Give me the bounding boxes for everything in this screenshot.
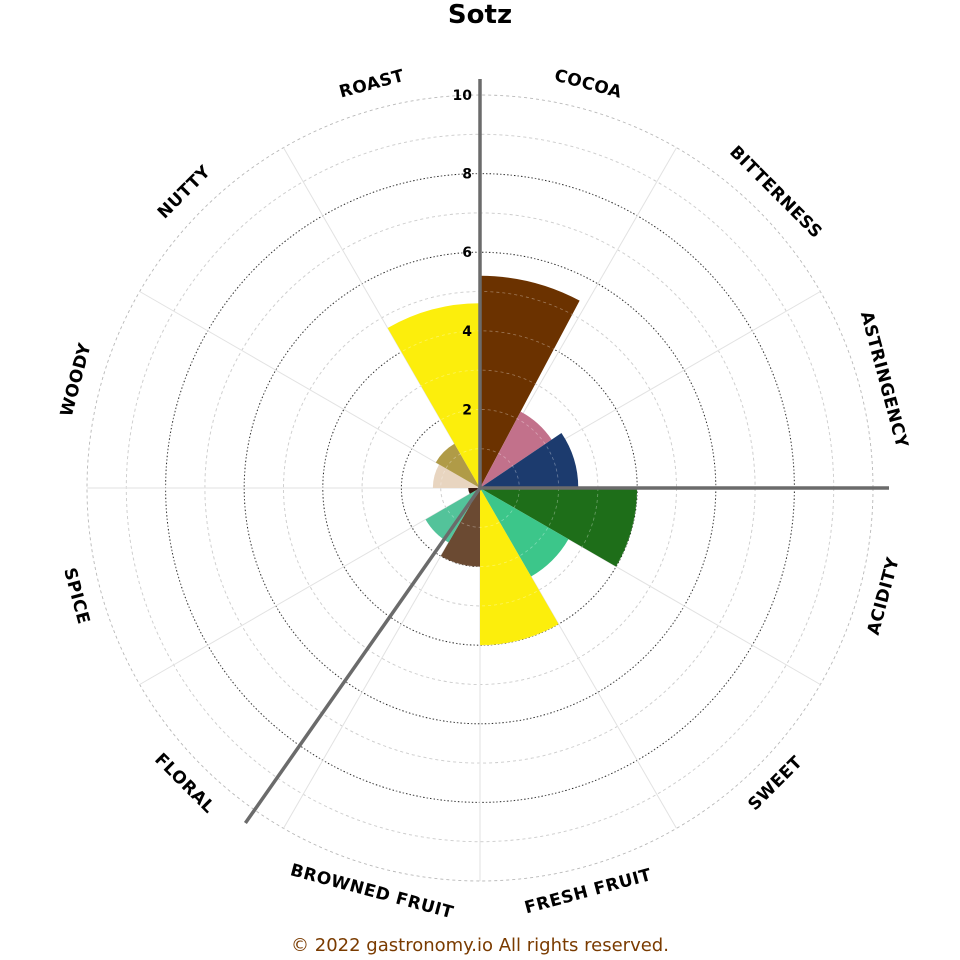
spokes: [243, 79, 889, 825]
spoke-line: [243, 486, 482, 825]
grid-radial: [139, 487, 481, 685]
wedge-astringency: [480, 433, 579, 488]
wedge-browned-fruit: [480, 488, 559, 646]
wedge-cocoa: [480, 275, 580, 488]
category-label-bitterness: BITTERNESS: [725, 142, 826, 243]
wedge-fresh-fruit: [480, 488, 569, 577]
wedge-roast-2: [387, 303, 480, 488]
wedge-acidity: [480, 488, 638, 567]
category-label-spice: SPICE: [59, 566, 93, 627]
r-tick-label: 6: [462, 245, 472, 261]
category-label-fresh-fruit: FRESH FRUIT: [523, 865, 654, 918]
wedge-nutty: [432, 464, 480, 488]
wedge-bitterness: [480, 411, 552, 488]
wedge-spice: [425, 488, 480, 543]
grid-radial: [479, 487, 677, 829]
r-tick-label: 10: [453, 88, 473, 104]
category-label-astringency: ASTRINGENCY: [856, 309, 912, 450]
r-tick-label: 8: [462, 167, 472, 183]
category-label-nutty: NUTTY: [154, 162, 215, 223]
category-label-acidity: ACIDITY: [864, 555, 904, 637]
r-ticks: 2 4 6 8 10: [453, 88, 473, 418]
wedge-roast: [435, 443, 480, 488]
grid-radial: [139, 291, 481, 489]
category-label-floral: FLORAL: [150, 749, 218, 817]
grid-radial: [479, 487, 821, 685]
category-label-cocoa: COCOA: [552, 66, 624, 103]
category-label-woody: WOODY: [57, 341, 96, 419]
category-label-roast: ROAST: [337, 66, 407, 103]
copyright-text: © 2022 gastronomy.io All rights reserved…: [291, 935, 669, 956]
wedge-floral: [440, 488, 480, 567]
r-tick-label: 4: [462, 324, 472, 340]
r-tick-label: 2: [462, 402, 472, 418]
category-label-sweet: SWEET: [744, 752, 806, 814]
chart-title: Sotz: [448, 0, 512, 30]
category-label-browned-fruit: BROWNED FRUIT: [288, 860, 456, 923]
